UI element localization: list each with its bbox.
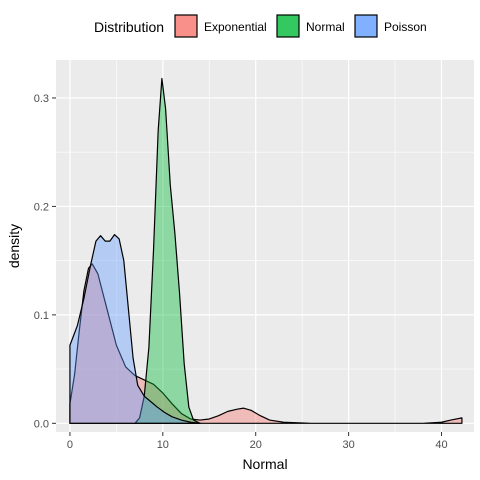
major-grid (56, 60, 474, 432)
x-tick-label: 10 (157, 439, 169, 451)
legend-item-normal: Normal (276, 14, 345, 38)
legend-label-exponential: Exponential (204, 20, 267, 34)
plot-background (56, 60, 474, 432)
x-tick-label: 0 (67, 439, 73, 451)
y-tick-label: 0.0 (34, 418, 49, 430)
legend-item-poisson: Poisson (354, 14, 427, 38)
legend: Distribution Exponential Normal Poisson (94, 14, 427, 38)
y-axis-title: density (6, 224, 22, 268)
y-tick-label: 0.1 (34, 310, 49, 322)
x-tick-label: 30 (342, 439, 354, 451)
y-tick-label: 0.3 (34, 93, 49, 105)
legend-title: Distribution (94, 19, 164, 35)
y-tick-label: 0.2 (34, 201, 49, 213)
x-tick-label: 40 (435, 439, 447, 451)
density-area-poisson (69, 234, 201, 424)
density-areas (69, 77, 463, 424)
x-axis-title: Normal (242, 456, 287, 472)
legend-key-normal (276, 14, 300, 38)
x-tick-label: 20 (250, 439, 262, 451)
legend-key-poisson (354, 14, 378, 38)
y-axis: 0.0 0.1 0.2 0.3 (34, 93, 56, 430)
x-axis: 0 10 20 30 40 (67, 432, 448, 451)
density-area-exponential (69, 263, 463, 424)
density-area-normal (134, 77, 201, 424)
legend-item-exponential: Exponential (174, 14, 267, 38)
legend-label-poisson: Poisson (384, 20, 427, 34)
legend-label-normal: Normal (306, 20, 345, 34)
minor-grid (56, 60, 474, 432)
legend-key-exponential (174, 14, 198, 38)
